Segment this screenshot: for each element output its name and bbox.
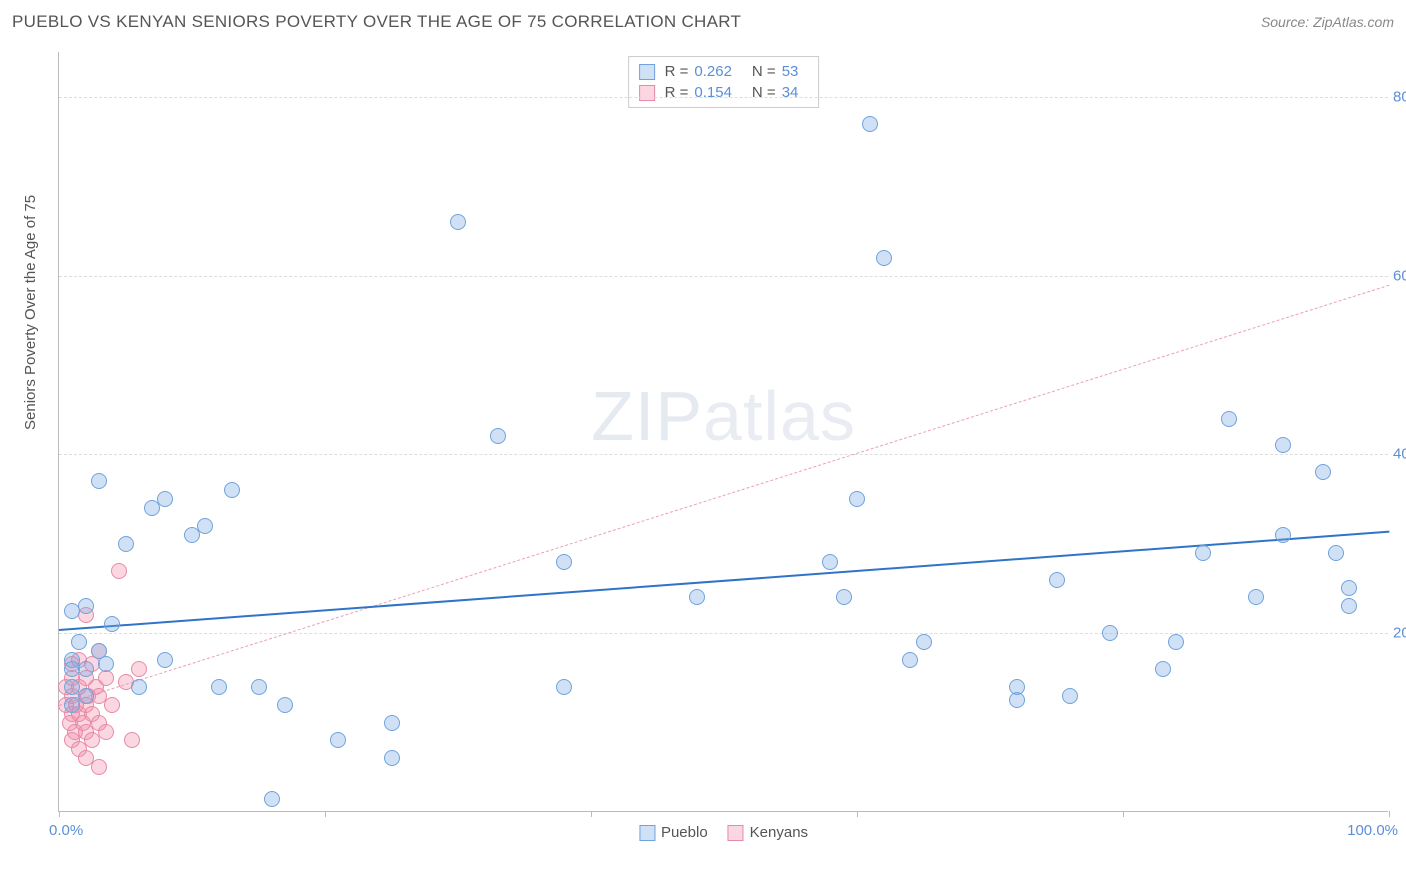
pueblo-point xyxy=(157,652,173,668)
kenyans-label: Kenyans xyxy=(750,824,808,841)
pueblo-point xyxy=(71,634,87,650)
gridline xyxy=(59,633,1388,634)
pueblo-point xyxy=(450,214,466,230)
pueblo-r-value: 0.262 xyxy=(694,63,732,80)
scatter-chart: ZIPatlas R = 0.262 N = 53 R = 0.154 N = … xyxy=(58,52,1388,812)
x-tick xyxy=(857,811,858,817)
y-tick-label: 40.0% xyxy=(1393,446,1406,463)
pueblo-point xyxy=(836,589,852,605)
series-legend: Pueblo Kenyans xyxy=(639,824,808,841)
pueblo-point xyxy=(384,715,400,731)
pueblo-point xyxy=(78,661,94,677)
kenyans-point xyxy=(131,661,147,677)
pueblo-point xyxy=(1221,411,1237,427)
watermark: ZIPatlas xyxy=(591,376,856,456)
kenyans-point xyxy=(98,724,114,740)
x-tick xyxy=(1123,811,1124,817)
chart-title: PUEBLO VS KENYAN SENIORS POVERTY OVER TH… xyxy=(12,12,741,32)
gridline xyxy=(59,454,1388,455)
pueblo-point xyxy=(849,491,865,507)
gridline xyxy=(59,97,1388,98)
chart-header: PUEBLO VS KENYAN SENIORS POVERTY OVER TH… xyxy=(0,0,1406,44)
pueblo-point xyxy=(224,482,240,498)
stats-row-kenyans: R = 0.154 N = 34 xyxy=(639,82,809,103)
pueblo-point xyxy=(689,589,705,605)
r-label: R = xyxy=(665,63,689,80)
pueblo-point xyxy=(1248,589,1264,605)
pueblo-point xyxy=(1315,464,1331,480)
y-tick-label: 60.0% xyxy=(1393,267,1406,284)
pueblo-point xyxy=(1275,437,1291,453)
pueblo-point xyxy=(384,750,400,766)
pueblo-point xyxy=(822,554,838,570)
pueblo-point xyxy=(251,679,267,695)
pueblo-point xyxy=(1195,545,1211,561)
pueblo-point xyxy=(157,491,173,507)
pueblo-point xyxy=(1341,580,1357,596)
pueblo-point xyxy=(118,536,134,552)
pueblo-point xyxy=(277,697,293,713)
pueblo-point xyxy=(1275,527,1291,543)
legend-item-pueblo: Pueblo xyxy=(639,824,708,841)
pueblo-point xyxy=(78,688,94,704)
kenyans-point xyxy=(111,563,127,579)
pueblo-point xyxy=(862,116,878,132)
x-axis-max-label: 100.0% xyxy=(1347,822,1398,839)
pueblo-point xyxy=(104,616,120,632)
y-tick-label: 20.0% xyxy=(1393,625,1406,642)
kenyans-r-value: 0.154 xyxy=(694,84,732,101)
pueblo-point xyxy=(1049,572,1065,588)
kenyans-point xyxy=(124,732,140,748)
n-label: N = xyxy=(752,63,776,80)
pueblo-point xyxy=(78,598,94,614)
pueblo-point xyxy=(197,518,213,534)
n-label: N = xyxy=(752,84,776,101)
pueblo-point xyxy=(98,656,114,672)
r-label: R = xyxy=(665,84,689,101)
pueblo-swatch-icon xyxy=(639,64,655,80)
trend-line xyxy=(59,530,1389,630)
pueblo-point xyxy=(1341,598,1357,614)
y-tick-label: 80.0% xyxy=(1393,88,1406,105)
kenyans-swatch-icon xyxy=(639,85,655,101)
pueblo-point xyxy=(1009,679,1025,695)
gridline xyxy=(59,276,1388,277)
pueblo-point xyxy=(1155,661,1171,677)
source-prefix: Source: xyxy=(1261,14,1313,30)
x-tick xyxy=(1389,811,1390,817)
x-tick xyxy=(325,811,326,817)
x-axis-min-label: 0.0% xyxy=(49,822,83,839)
pueblo-point xyxy=(1168,634,1184,650)
pueblo-point xyxy=(556,554,572,570)
pueblo-point xyxy=(1328,545,1344,561)
pueblo-point xyxy=(490,428,506,444)
x-tick xyxy=(591,811,592,817)
pueblo-point xyxy=(131,679,147,695)
stats-row-pueblo: R = 0.262 N = 53 xyxy=(639,61,809,82)
kenyans-n-value: 34 xyxy=(782,84,799,101)
pueblo-point xyxy=(916,634,932,650)
kenyans-point xyxy=(104,697,120,713)
pueblo-point xyxy=(264,791,280,807)
pueblo-point xyxy=(902,652,918,668)
pueblo-n-value: 53 xyxy=(782,63,799,80)
x-tick xyxy=(59,811,60,817)
source-attribution: Source: ZipAtlas.com xyxy=(1261,14,1394,30)
pueblo-label: Pueblo xyxy=(661,824,708,841)
stats-legend: R = 0.262 N = 53 R = 0.154 N = 34 xyxy=(628,56,820,108)
source-name: ZipAtlas.com xyxy=(1313,14,1394,30)
kenyans-point xyxy=(91,759,107,775)
pueblo-swatch-icon xyxy=(639,825,655,841)
pueblo-point xyxy=(211,679,227,695)
kenyans-swatch-icon xyxy=(728,825,744,841)
pueblo-point xyxy=(91,473,107,489)
pueblo-point xyxy=(876,250,892,266)
trend-line xyxy=(59,284,1389,705)
pueblo-point xyxy=(330,732,346,748)
legend-item-kenyans: Kenyans xyxy=(728,824,808,841)
pueblo-point xyxy=(1102,625,1118,641)
y-axis-title: Seniors Poverty Over the Age of 75 xyxy=(22,195,39,430)
pueblo-point xyxy=(1062,688,1078,704)
pueblo-point xyxy=(556,679,572,695)
